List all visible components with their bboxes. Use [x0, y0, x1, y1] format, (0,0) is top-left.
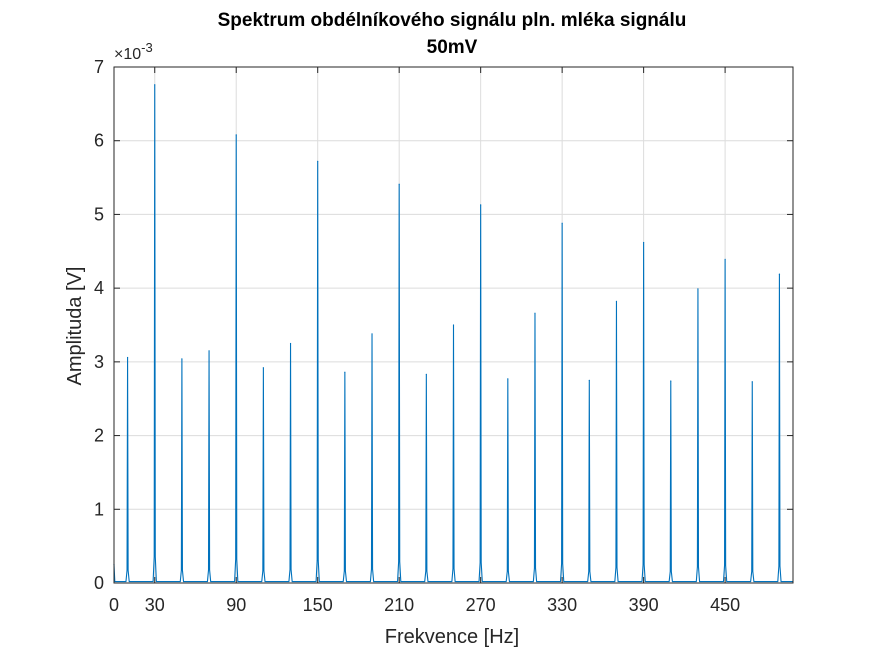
spectrum-peak-point [154, 84, 156, 86]
spectrum-peak-point [724, 258, 726, 260]
spectrum-peak-point [670, 380, 672, 382]
y-tick-label: 1 [94, 499, 104, 519]
spectrum-peak-point [181, 358, 183, 360]
ticks: 0 30 90 150 210 270 330 390 450 0 1 2 3 4 5 6 7 [94, 57, 793, 615]
x-tick-label: 90 [226, 595, 246, 615]
x-tick-label: 210 [384, 595, 414, 615]
spectrum-peak-point [697, 288, 699, 290]
x-tick-label: 150 [303, 595, 333, 615]
spectrum-peak-point [561, 222, 563, 224]
x-tick-label: 0 [109, 595, 119, 615]
y-tick-label: 4 [94, 278, 104, 298]
series-layer [113, 84, 793, 583]
spectrum-peak-point [235, 134, 237, 136]
spectrum-peak-point [126, 356, 129, 359]
y-axis-label: Amplituda [V] [64, 267, 86, 386]
x-tick-label: 270 [466, 595, 496, 615]
spectrum-peak-point [480, 204, 482, 206]
x-tick-label: 330 [547, 595, 577, 615]
x-tick-label: 30 [145, 595, 165, 615]
spectrum-series-line [113, 84, 793, 583]
y-tick-label: 7 [94, 57, 104, 77]
y-tick-label: 0 [94, 573, 104, 593]
spectrum-peak-point [371, 333, 373, 335]
spectrum-peak-point [643, 241, 645, 244]
spectrum-peak-point [344, 371, 346, 373]
spectrum-peak-point [398, 183, 400, 185]
x-tick-label: 450 [710, 595, 740, 615]
spectrum-peak-point [588, 379, 590, 381]
spectrum-peak-point [208, 350, 210, 352]
spectrum-peak-point [452, 324, 455, 326]
y-tick-label: 5 [94, 204, 104, 224]
spectrum-peak-point [751, 381, 753, 383]
spectrum-peak-point [534, 312, 536, 314]
spectrum-peak-point [262, 367, 264, 369]
y-tick-label: 2 [94, 426, 104, 446]
x-tick-label: 390 [629, 595, 659, 615]
chart-subtitle: 50mV [427, 37, 478, 58]
spectrum-peak-point [317, 160, 319, 162]
y-exponent-label: ×10-3 [114, 40, 153, 63]
y-tick-label: 3 [94, 352, 104, 372]
chart-title: Spektrum obdélníkového signálu pln. mlék… [218, 10, 687, 31]
spectrum-peak-point [289, 342, 292, 345]
y-tick-label: 6 [94, 131, 104, 151]
spectrum-peak-point [425, 373, 427, 375]
spectrum-peak-point [778, 273, 781, 275]
x-axis-label: Frekvence [Hz] [385, 626, 519, 648]
spectrum-peak-point [615, 300, 618, 303]
spectrum-peak-point [507, 378, 509, 380]
axes-box [113, 66, 794, 584]
